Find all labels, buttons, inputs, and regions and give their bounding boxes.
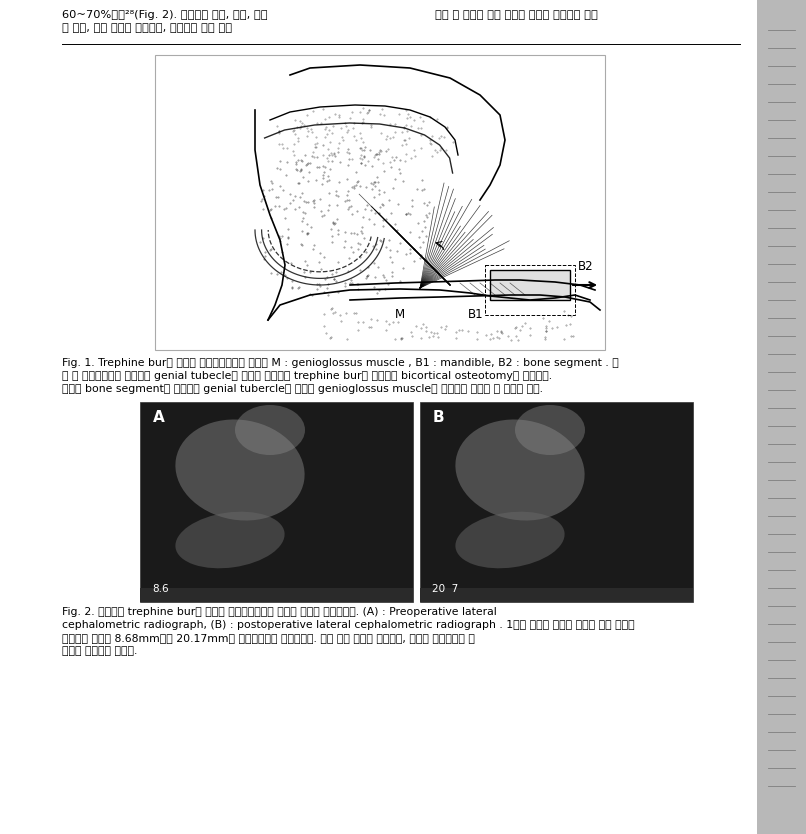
Text: 20  7: 20 7 [432,584,459,594]
Bar [155,55,605,350]
Bar [757,0,806,834]
Bar [490,270,570,300]
Text: B2: B2 [578,260,594,273]
Bar [140,588,413,602]
Text: 60~70%이다²⁸(Fig. 2). 합병증은 감염, 혈종, 이설: 60~70%이다²⁸(Fig. 2). 합병증은 감염, 혈종, 이설 [62,10,268,20]
Ellipse shape [515,405,585,455]
Text: 절골된 bone segment를 전진시켜 genial tubercle에 부착된 genioglossus muscle이 전방으로 이동될 수 있도록 : 절골된 bone segment를 전진시켜 genial tubercle에 … [62,384,543,394]
Text: cephalometric radiograph, (B) : postoperative lateral cephalometric radiograph .: cephalometric radiograph, (B) : postoper… [62,620,634,630]
Bar [420,402,693,602]
Text: 근 손상, 하악 치아의 감각이상, 하악골절 등이 있을: 근 손상, 하악 치아의 감각이상, 하악골절 등이 있을 [62,23,232,33]
Text: 유증도 관찰되지 않았다.: 유증도 관찰되지 않았다. [62,646,137,656]
Bar [485,265,575,315]
Ellipse shape [455,512,564,568]
Ellipse shape [176,512,285,568]
Ellipse shape [235,405,305,455]
Text: Fig. 1. Trephine bur를 이용한 이설근전진술의 모식도 M : genioglossus muscle , B1 : mandible, B: Fig. 1. Trephine bur를 이용한 이설근전진술의 모식도 M … [62,358,619,368]
Bar [140,402,413,602]
Text: 수면 중 반복적 기도 저항의 증가로 초래되는 폐쇄: 수면 중 반복적 기도 저항의 증가로 초래되는 폐쇄 [435,10,598,20]
Text: Fig. 2. 본원에서 trephine bur를 이용한 이설근전진술을 시행한 환자의 방사선사진. (A) : Preoperative lateral: Fig. 2. 본원에서 trephine bur를 이용한 이설근전진술을 시… [62,607,496,617]
Text: 전후방적 직경이 8.68mm에서 20.17mm로 증가하였음을 확인하였다. 술후 안모 변화는 없었으며, 특별한 합병증이나 후: 전후방적 직경이 8.68mm에서 20.17mm로 증가하였음을 확인하였다.… [62,633,475,643]
Text: A: A [153,410,164,425]
Text: M: M [395,308,405,321]
Text: B1: B1 [468,308,484,321]
Text: 8.6: 8.6 [152,584,168,594]
Text: B: B [433,410,445,425]
Text: 술 전 방사선사진을 이용하여 genial tubecle의 위치를 확인하고 trephine bur를 이용하여 bicortical osteotomy: 술 전 방사선사진을 이용하여 genial tubecle의 위치를 확인하고… [62,371,552,381]
Ellipse shape [455,420,584,520]
Bar [420,588,693,602]
Ellipse shape [176,420,305,520]
